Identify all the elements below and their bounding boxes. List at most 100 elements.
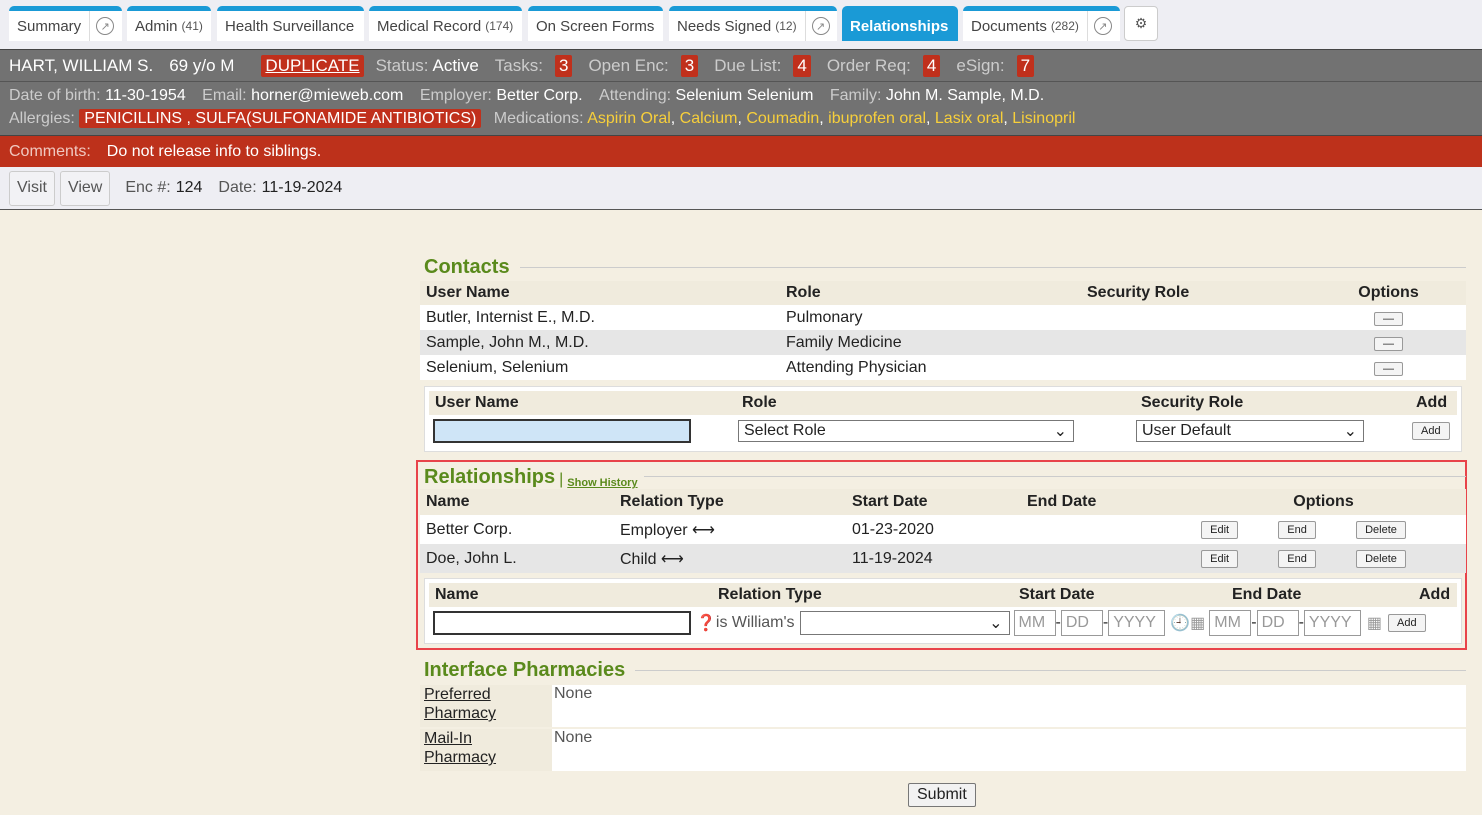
- add-contact-form: User Name Role Security Role Add Select Rol…: [424, 386, 1462, 452]
- start-year-input[interactable]: YYYY: [1108, 610, 1166, 636]
- settings-gear-icon[interactable]: ⚙: [1124, 6, 1158, 41]
- duplicate-badge[interactable]: DUPLICATE: [261, 54, 364, 77]
- external-link-icon[interactable]: ↗: [1093, 17, 1112, 35]
- is-label: is William's: [715, 614, 795, 631]
- tab-summary[interactable]: Summary ↗: [9, 6, 122, 41]
- mail-in-pharmacy-link[interactable]: Mail-In Pharmacy: [424, 730, 497, 766]
- submit-button[interactable]: Submit: [908, 783, 976, 807]
- contacts-section: Contacts User Name Role Security Role Op…: [420, 256, 1466, 454]
- add-contact-button[interactable]: Add: [1412, 422, 1450, 440]
- email-value: horner@mieweb.com: [251, 87, 404, 104]
- tab-health-surveillance[interactable]: Health Surveillance: [217, 6, 364, 41]
- user-name-input[interactable]: [433, 419, 691, 443]
- column-header: Security Role: [1141, 394, 1244, 411]
- tab-on-screen-forms[interactable]: On Screen Forms: [528, 6, 663, 41]
- tab-label: Relationships: [850, 17, 949, 35]
- end-day-input[interactable]: DD: [1256, 610, 1299, 636]
- pharmacy-value: None: [552, 729, 1466, 771]
- column-header: Options: [1293, 493, 1354, 510]
- tab-label: Summary: [17, 17, 82, 35]
- contact-name: Sample, John M., M.D.: [426, 333, 589, 351]
- allergies-label: Allergies:: [9, 110, 75, 127]
- remove-contact-button[interactable]: —: [1374, 336, 1403, 351]
- end-year-input[interactable]: YYYY: [1303, 610, 1361, 636]
- due-list-badge[interactable]: 4: [793, 54, 811, 77]
- end-button[interactable]: End: [1278, 549, 1316, 568]
- chevron-down-icon: ⌄: [1343, 423, 1357, 440]
- column-header: Role: [786, 284, 821, 301]
- comments-value: Do not release info to siblings.: [106, 142, 322, 160]
- medication-link[interactable]: Calcium: [679, 110, 738, 127]
- open-enc-badge[interactable]: 3: [680, 54, 699, 77]
- contact-role: Attending Physician: [786, 358, 927, 376]
- security-role-select[interactable]: User Default ⌄: [1136, 420, 1364, 442]
- medication-link[interactable]: Coumadin: [746, 110, 820, 127]
- contacts-title: Contacts: [424, 256, 510, 278]
- visit-button[interactable]: Visit: [9, 170, 55, 206]
- clock-icon[interactable]: 🕘: [1170, 615, 1191, 632]
- tab-count: (174): [485, 19, 514, 33]
- delete-button[interactable]: Delete: [1356, 520, 1406, 539]
- contact-row: Sample, John M., M.D. Family Medicine —: [420, 330, 1466, 355]
- tab-medical-record[interactable]: Medical Record (174): [369, 6, 522, 41]
- tasks-badge[interactable]: 3: [554, 54, 573, 77]
- tab-needs-signed[interactable]: Needs Signed (12) ↗: [669, 6, 837, 41]
- bidirectional-arrow-icon: ⟷: [692, 521, 715, 539]
- tab-count: (41): [181, 19, 203, 33]
- relationship-name: Doe, John L.: [426, 549, 517, 567]
- preferred-pharmacy-link[interactable]: Preferred Pharmacy: [424, 686, 497, 722]
- start-date: 01-23-2020: [852, 520, 934, 538]
- esign-label: eSign:: [956, 55, 1005, 75]
- calendar-icon[interactable]: ▦: [1366, 615, 1383, 632]
- edit-button[interactable]: Edit: [1201, 520, 1239, 539]
- tab-admin[interactable]: Admin (41): [127, 6, 211, 41]
- comments-bar: Comments: Do not release info to sibling…: [0, 135, 1482, 167]
- open-enc-label: Open Enc:: [588, 55, 669, 75]
- view-button[interactable]: View: [59, 170, 111, 206]
- edit-button[interactable]: Edit: [1201, 549, 1239, 568]
- column-header: Start Date: [1019, 586, 1095, 603]
- end-month-input[interactable]: MM: [1209, 610, 1252, 636]
- pharmacies-title: Interface Pharmacies: [424, 659, 626, 681]
- relationship-name: Better Corp.: [426, 520, 513, 538]
- order-req-label: Order Req:: [826, 55, 911, 75]
- relation-type-select[interactable]: ⌄: [799, 611, 1010, 635]
- external-link-icon[interactable]: ↗: [96, 17, 115, 35]
- esign-badge[interactable]: 7: [1016, 54, 1035, 77]
- help-icon[interactable]: ❓: [696, 615, 716, 632]
- attending-value: Selenium Selenium: [675, 87, 814, 104]
- status-label: Status:: [375, 55, 429, 75]
- remove-contact-button[interactable]: —: [1374, 311, 1403, 326]
- column-header: Options: [1358, 284, 1419, 301]
- medication-link[interactable]: Aspirin Oral: [587, 110, 671, 127]
- chevron-down-icon: ⌄: [989, 615, 1003, 632]
- tab-label: On Screen Forms: [536, 17, 655, 35]
- pharmacies-section: Interface Pharmacies Preferred Pharmacy No…: [420, 659, 1466, 771]
- external-link-icon[interactable]: ↗: [811, 17, 830, 35]
- patient-name: HART, WILLIAM S.: [9, 55, 154, 75]
- tab-documents[interactable]: Documents (282) ↗: [963, 6, 1120, 41]
- patient-details: Date of birth: 11-30-1954 Email: horner@…: [0, 81, 1482, 135]
- show-history-link[interactable]: Show History: [567, 477, 638, 489]
- medication-link[interactable]: Lasix oral: [934, 110, 1004, 127]
- medication-link[interactable]: Lisinopril: [1012, 110, 1076, 127]
- tab-label: Medical Record: [377, 17, 482, 35]
- medication-link[interactable]: ibuprofen oral: [828, 110, 927, 127]
- add-relationship-button[interactable]: Add: [1388, 614, 1426, 632]
- order-req-badge[interactable]: 4: [922, 54, 941, 77]
- delete-button[interactable]: Delete: [1356, 549, 1406, 568]
- start-month-input[interactable]: MM: [1013, 610, 1056, 636]
- contact-row: Butler, Internist E., M.D. Pulmonary —: [420, 305, 1466, 330]
- column-header: Relation Type: [620, 493, 724, 510]
- column-header: Name: [426, 493, 470, 510]
- tab-relationships[interactable]: Relationships: [842, 6, 958, 41]
- tab-count: (282): [1050, 19, 1079, 33]
- calendar-icon[interactable]: ▦: [1190, 615, 1206, 632]
- end-button[interactable]: End: [1278, 520, 1316, 539]
- relationship-name-input[interactable]: [433, 611, 691, 635]
- column-header: Start Date: [852, 493, 928, 510]
- start-day-input[interactable]: DD: [1060, 610, 1103, 636]
- remove-contact-button[interactable]: —: [1374, 361, 1403, 376]
- role-select[interactable]: Select Role ⌄: [738, 420, 1074, 442]
- tab-count: (12): [775, 19, 797, 33]
